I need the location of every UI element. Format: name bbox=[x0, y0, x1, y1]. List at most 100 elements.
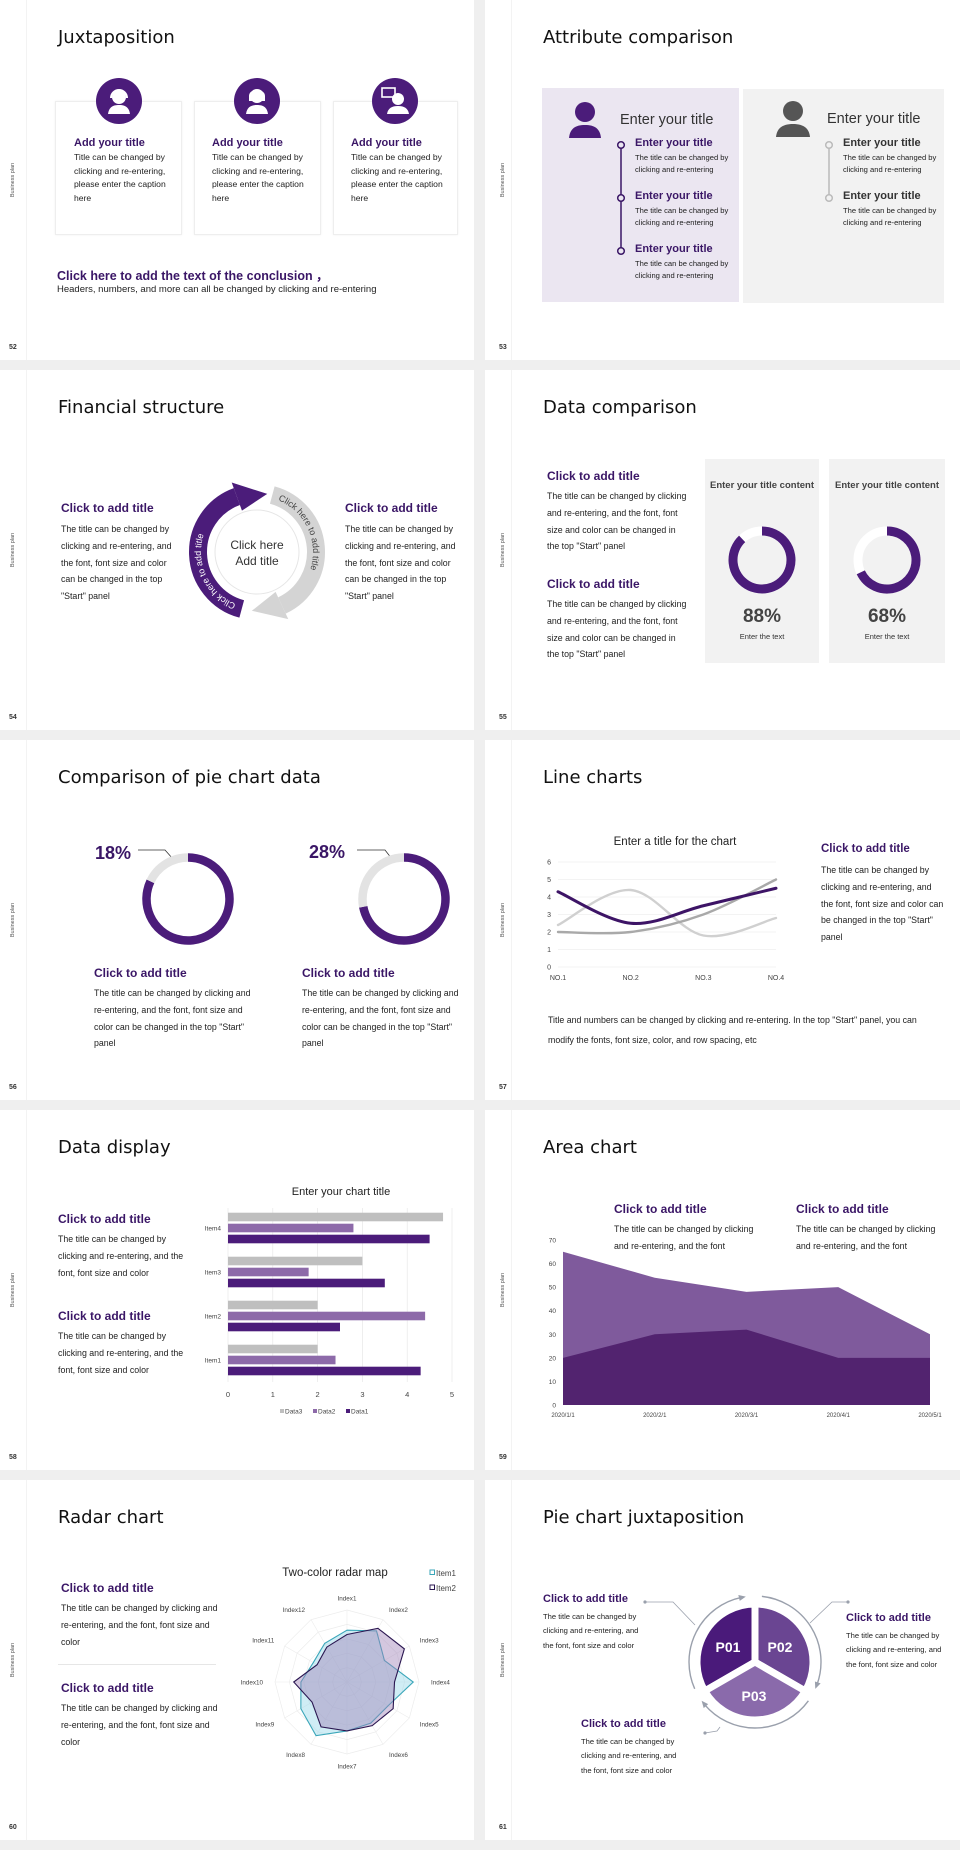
slide-sidebar: Business plan 60 bbox=[0, 1480, 27, 1840]
radar-spoke bbox=[310, 1619, 348, 1683]
slide-title: Data display bbox=[58, 1137, 171, 1158]
category-label: Item3 bbox=[205, 1270, 222, 1277]
ring-arrow-arc bbox=[761, 1595, 822, 1685]
conclusion-title: Click here to add the text of the conclu… bbox=[57, 269, 329, 283]
bar bbox=[228, 1344, 318, 1354]
item-title: Enter your title bbox=[843, 137, 921, 149]
legend-swatch bbox=[429, 1584, 435, 1590]
x-tick-label: 0 bbox=[226, 1390, 230, 1399]
item-title: Enter your title bbox=[843, 190, 921, 202]
y-tick-label: 6 bbox=[547, 860, 551, 867]
block-title: Click to add title bbox=[345, 501, 438, 515]
axis-label: Index2 bbox=[389, 1607, 408, 1614]
category-label: Item4 bbox=[205, 1226, 222, 1233]
card-body: Title can be changed by clicking and re-… bbox=[212, 152, 304, 203]
ring-arrowhead bbox=[701, 1700, 709, 1709]
center-text: Add title bbox=[235, 554, 279, 568]
donut-main-arc bbox=[142, 853, 234, 945]
slide-57[interactable]: Business plan 57 Line charts Enter a titl… bbox=[480, 740, 960, 1100]
gray-arrow-arrowhead bbox=[251, 591, 289, 620]
y-tick-label: 0 bbox=[547, 965, 551, 972]
purple-arrow-arrowhead bbox=[231, 482, 268, 511]
slide-54[interactable]: Business plan 54 Financial structure Clic… bbox=[0, 370, 475, 730]
x-tick-label: 2020/5/1 bbox=[918, 1413, 942, 1419]
x-tick-label: 1 bbox=[271, 1390, 275, 1399]
ring-arrowhead bbox=[814, 1681, 821, 1689]
axis-label: Index7 bbox=[338, 1764, 357, 1771]
bar bbox=[228, 1234, 430, 1244]
stat-panel: Enter your title content 88% Enter the t… bbox=[705, 459, 819, 663]
y-tick-label: 1 bbox=[547, 947, 551, 954]
user-chat-icon bbox=[372, 78, 418, 124]
donut-value-arc bbox=[728, 526, 796, 594]
percent-label: 18% bbox=[95, 843, 132, 863]
slide-title: Attribute comparison bbox=[543, 27, 734, 48]
page-number: 59 bbox=[499, 1454, 507, 1461]
slide-60[interactable]: Business plan 60 Radar chart Click to add… bbox=[0, 1480, 475, 1840]
radar-spoke bbox=[346, 1645, 410, 1683]
page-number: 60 bbox=[9, 1824, 17, 1831]
slide-56[interactable]: Business plan 56 Comparison of pie chart … bbox=[0, 740, 475, 1100]
slide-title: Data comparison bbox=[543, 397, 697, 418]
category-label: Item2 bbox=[205, 1314, 222, 1321]
bar bbox=[228, 1355, 336, 1365]
x-tick-label: 3 bbox=[360, 1390, 364, 1399]
item-body: The title can be changed by clicking and… bbox=[635, 206, 729, 227]
y-tick-label: 2 bbox=[547, 930, 551, 937]
legend-swatch bbox=[346, 1409, 350, 1413]
line-chart: Enter a title for the chart 0 1 2 3 4 5 6 NO.1 NO… bbox=[547, 836, 784, 982]
legend-label: Data2 bbox=[318, 1409, 336, 1416]
slide-title: Juxtaposition bbox=[58, 27, 175, 48]
percent-label: 28% bbox=[309, 842, 346, 862]
slide-52[interactable]: Business plan 52 Juxtaposition Add your t… bbox=[0, 0, 475, 360]
cycle-diagram: Click here Add title Click here to add t… bbox=[189, 482, 325, 620]
category-label: Item1 bbox=[205, 1358, 222, 1365]
item-body: The title can be changed by clicking and… bbox=[843, 206, 937, 227]
slide-61[interactable]: Business plan 61 Pie chart juxtaposition … bbox=[480, 1480, 960, 1840]
axis-label: Index6 bbox=[389, 1752, 408, 1759]
timeline-dot bbox=[616, 193, 626, 203]
slide-title: Line charts bbox=[543, 767, 643, 788]
block-title: Click to add title bbox=[302, 966, 395, 980]
page-number: 52 bbox=[9, 344, 17, 351]
bar bbox=[228, 1366, 421, 1376]
area-chart: 0 10 20 30 40 50 60 70 2020/1/1 2020/2/1 2020/3/1 2… bbox=[549, 1238, 943, 1420]
x-tick-label: 2020/3/1 bbox=[735, 1413, 759, 1419]
block-title: Click to add title bbox=[94, 966, 187, 980]
series-line bbox=[556, 878, 778, 935]
legend-swatch bbox=[429, 1569, 435, 1575]
slide-sidebar: Business plan 58 bbox=[0, 1110, 27, 1470]
page-number: 57 bbox=[499, 1084, 507, 1091]
slide-title: Radar chart bbox=[58, 1507, 164, 1528]
slide-55[interactable]: Business plan 55 Data comparison Click to… bbox=[480, 370, 960, 730]
page-number: 61 bbox=[499, 1824, 507, 1831]
slide-title: Financial structure bbox=[58, 397, 225, 418]
slide-58[interactable]: Business plan 58 Data display Click to ad… bbox=[0, 1110, 475, 1470]
donut-highlight-arc bbox=[358, 853, 405, 908]
x-tick-label: 2020/2/1 bbox=[643, 1413, 667, 1419]
card-title: Add your title bbox=[74, 137, 145, 149]
page-number: 54 bbox=[9, 714, 17, 721]
slide-53[interactable]: Business plan 53 Attribute comparison Ent… bbox=[480, 0, 960, 360]
male-user-icon bbox=[776, 101, 810, 137]
panel-heading: Enter your title bbox=[620, 112, 714, 128]
stat-value: 68% bbox=[867, 606, 907, 627]
card-title: Add your title bbox=[212, 137, 283, 149]
block-body: The title can be changed by clicking and… bbox=[302, 988, 459, 1049]
legend-swatch bbox=[313, 1409, 317, 1413]
bar bbox=[228, 1300, 318, 1310]
block-body: The title can be changed by clicking and… bbox=[61, 1703, 218, 1747]
y-tick-label: 5 bbox=[547, 877, 551, 884]
ring-arrow-arc bbox=[703, 1700, 809, 1729]
radar-spoke bbox=[284, 1645, 348, 1683]
slide-sidebar: Business plan 54 bbox=[0, 370, 27, 730]
x-tick-label: NO.3 bbox=[695, 975, 711, 982]
x-tick-label: 4 bbox=[405, 1390, 409, 1399]
timeline-dot bbox=[616, 140, 626, 150]
female-user-icon bbox=[569, 102, 601, 138]
slide-59[interactable]: Business plan 59 Area chart 0 10 20 30 40 50 60… bbox=[480, 1110, 960, 1470]
block-title: Click to add title bbox=[581, 1718, 666, 1730]
y-tick-label: 40 bbox=[549, 1308, 557, 1315]
axis-label: Index12 bbox=[283, 1607, 306, 1614]
attribute-graphics bbox=[569, 101, 834, 256]
